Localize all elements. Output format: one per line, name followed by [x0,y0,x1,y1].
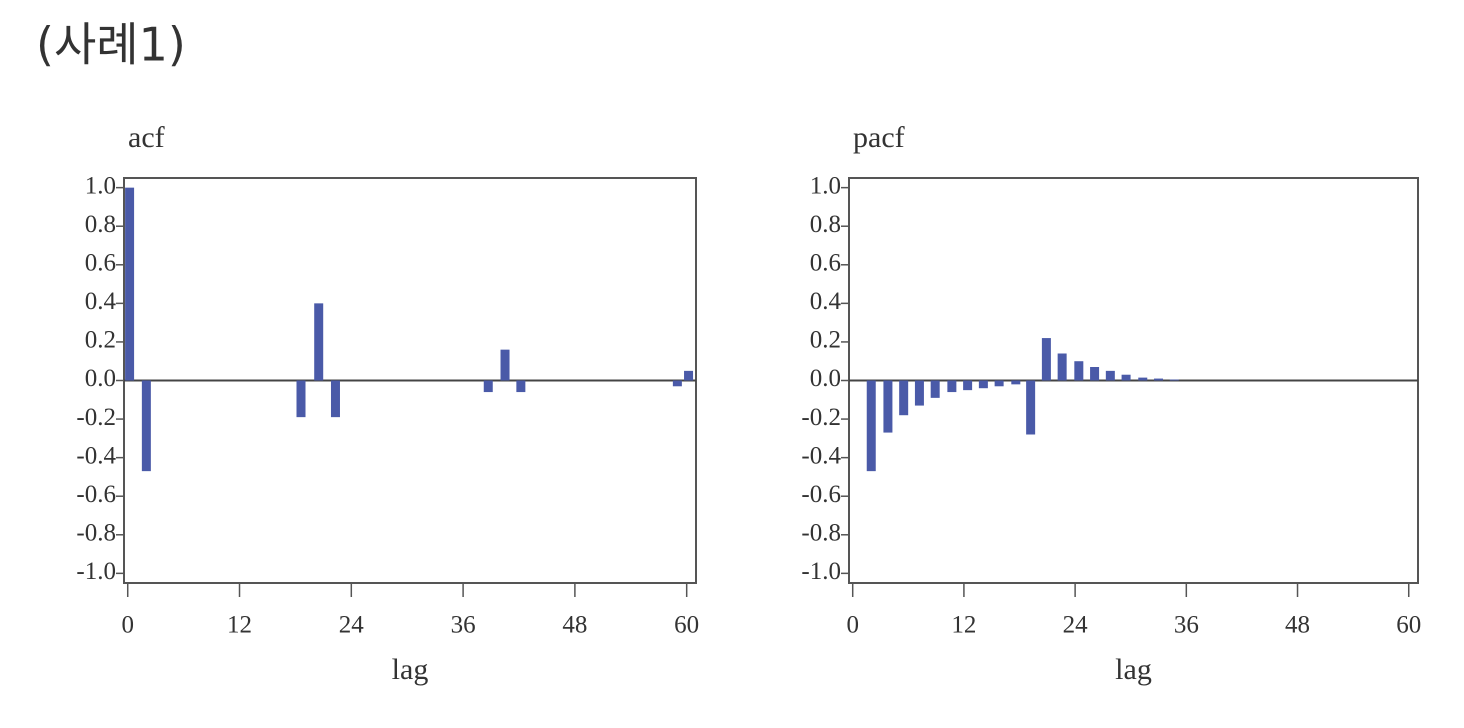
x-tick-label: 36 [1174,612,1199,639]
bar [1154,378,1164,381]
y-tick-label: -1.0 [76,558,116,585]
bar [883,380,893,433]
y-tick-label: 0.4 [810,288,842,315]
y-tick-label: 0.8 [810,211,841,238]
y-tick-label: -0.6 [801,481,841,508]
y-tick-label: -0.8 [801,520,841,547]
y-tick-label: 0.8 [85,211,116,238]
bar [963,380,973,391]
y-tick-label: -0.6 [76,481,116,508]
x-tick-label: 0 [846,612,859,639]
y-tick-label: 0.2 [810,327,841,354]
bar [296,380,306,418]
x-tick-label: 60 [674,612,699,639]
chart-title: pacf [853,121,905,154]
x-tick-label: 48 [562,612,587,639]
y-tick-label: -1.0 [801,558,841,585]
bar [516,380,526,393]
x-axis-label: lag [1115,653,1152,686]
bar [1090,367,1100,381]
bar [978,380,988,389]
bar [930,380,940,398]
x-tick-label: 0 [121,612,134,639]
x-tick-label: 12 [951,612,976,639]
y-tick-label: 0.6 [85,250,116,277]
bar [141,380,151,472]
y-tick-label: 0.2 [85,327,116,354]
x-tick-label: 36 [451,612,476,639]
bar [1041,338,1051,381]
y-tick-label: 0.0 [85,365,116,392]
y-tick-label: 1.0 [810,172,841,199]
bar [500,349,510,381]
page-title: (사례1) [36,18,186,72]
y-tick-label: -0.8 [76,520,116,547]
bar [672,380,682,387]
bar [1138,377,1148,381]
y-tick-label: 0.6 [810,250,841,277]
bar [1057,353,1067,381]
bar [1105,370,1115,381]
bar [866,380,876,472]
bar [125,187,135,381]
x-tick-label: 24 [1063,612,1089,639]
y-tick-label: -0.4 [801,442,841,469]
x-tick-label: 60 [1396,612,1421,639]
bar [1074,361,1084,381]
x-tick-label: 24 [339,612,365,639]
bar [483,380,493,393]
bar [314,303,324,381]
y-tick-label: 0.4 [85,288,117,315]
bar [1121,374,1131,381]
x-tick-label: 48 [1285,612,1310,639]
bar [899,380,909,416]
bar [684,370,694,381]
bar [1011,380,1021,385]
x-tick-label: 12 [227,612,252,639]
y-tick-label: -0.2 [76,404,116,431]
bar [1026,380,1036,435]
x-axis-label: lag [392,653,429,686]
bar [1169,379,1179,381]
y-tick-label: -0.2 [801,404,841,431]
bar [330,380,340,418]
y-tick-label: 0.0 [810,365,841,392]
y-tick-label: 1.0 [85,172,116,199]
chart-title: acf [128,121,165,154]
y-tick-label: -0.4 [76,442,116,469]
bar [914,380,924,406]
bar [947,380,957,393]
bar [994,380,1004,387]
